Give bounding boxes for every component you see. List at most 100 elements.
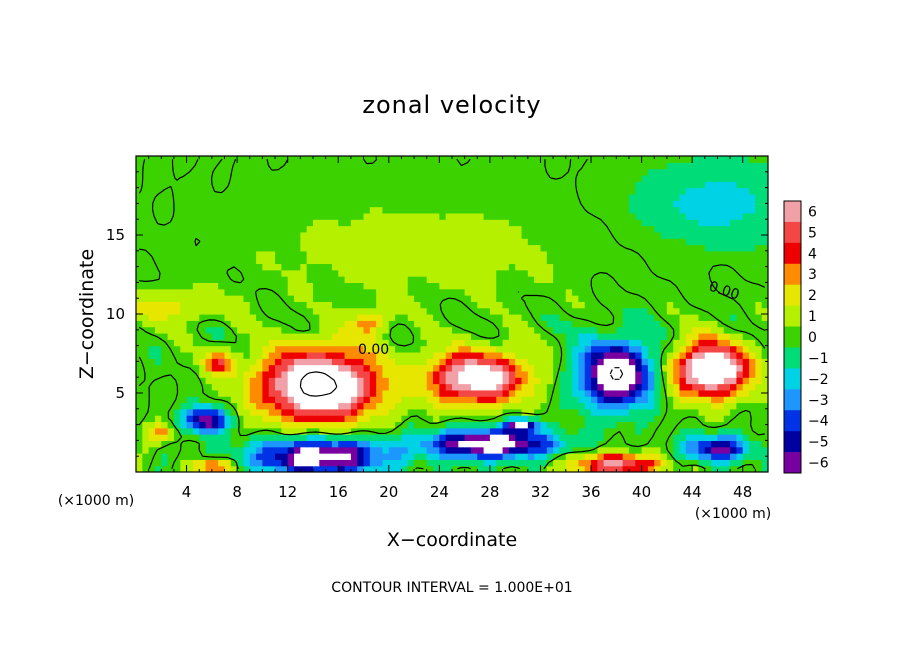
field-cell: [407, 156, 415, 163]
field-cell: [306, 446, 314, 454]
field-cell: [154, 168, 162, 176]
field-cell: [224, 383, 232, 391]
field-cell: [458, 314, 466, 321]
field-cell: [319, 206, 327, 214]
field-cell: [211, 200, 219, 208]
field-cell: [711, 326, 719, 334]
field-cell: [635, 276, 643, 283]
field-cell: [294, 200, 301, 208]
field-cell: [654, 200, 662, 208]
field-cell: [717, 269, 725, 277]
field-cell: [331, 263, 339, 271]
field-cell: [584, 434, 592, 441]
field-cell: [496, 156, 504, 163]
field-cell: [173, 307, 181, 315]
field-cell: [508, 187, 516, 195]
field-cell: [616, 307, 624, 315]
field-cell: [635, 465, 643, 472]
field-cell: [338, 282, 346, 290]
field-cell: [666, 427, 674, 435]
field-cell: [325, 377, 333, 385]
field-cell: [401, 389, 409, 397]
field-cell: [565, 162, 573, 170]
field-cell: [464, 193, 472, 201]
field-cell: [306, 358, 314, 366]
field-cell: [237, 339, 245, 347]
field-cell: [433, 465, 440, 472]
field-cell: [565, 301, 573, 309]
field-cell: [224, 238, 232, 246]
field-cell: [154, 389, 162, 397]
field-cell: [325, 225, 333, 233]
field-cell: [723, 168, 731, 176]
field-cell: [331, 339, 339, 347]
field-cell: [281, 219, 289, 227]
field-cell: [433, 396, 440, 404]
field-cell: [148, 408, 156, 416]
field-cell: [148, 231, 156, 239]
field-cell: [281, 326, 289, 334]
field-cell: [426, 339, 434, 347]
field-cell: [679, 168, 687, 176]
field-cell: [489, 200, 497, 208]
field-cell: [275, 250, 282, 258]
field-cell: [306, 200, 314, 208]
field-cell: [534, 453, 542, 460]
field-cell: [262, 212, 270, 220]
field-cell: [591, 263, 598, 271]
field-cell: [578, 288, 586, 296]
field-cell: [572, 231, 579, 239]
field-cell: [470, 282, 478, 290]
field-cell: [192, 345, 200, 353]
field-cell: [306, 257, 314, 265]
field-cell: [180, 339, 188, 347]
field-cell: [407, 307, 415, 315]
field-cell: [470, 231, 478, 239]
field-cell: [445, 408, 453, 416]
field-cell: [610, 421, 617, 429]
field-cell: [641, 370, 649, 378]
field-cell: [312, 446, 320, 454]
field-cell: [325, 174, 333, 182]
field-cell: [344, 219, 352, 227]
field-cell: [243, 459, 251, 467]
field-cell: [685, 276, 693, 283]
field-cell: [527, 370, 535, 378]
field-cell: [717, 244, 725, 252]
field-cell: [489, 238, 497, 246]
field-cell: [553, 263, 561, 271]
field-cell: [306, 231, 314, 239]
field-cell: [312, 181, 320, 189]
field-cell: [420, 219, 428, 227]
field-cell: [679, 231, 687, 239]
field-cell: [704, 263, 712, 271]
field-cell: [483, 206, 491, 214]
field-cell: [540, 231, 548, 239]
field-cell: [730, 453, 737, 460]
field-cell: [610, 295, 617, 302]
field-cell: [439, 402, 447, 410]
field-cell: [205, 389, 213, 397]
field-cell: [742, 370, 750, 378]
field-cell: [597, 358, 605, 366]
field-cell: [458, 389, 466, 397]
field-cell: [205, 370, 213, 378]
field-cell: [136, 206, 143, 214]
field-cell: [142, 370, 150, 378]
field-cell: [186, 314, 194, 321]
field-cell: [249, 358, 257, 366]
field-cell: [692, 402, 700, 410]
field-cell: [692, 421, 700, 429]
field-cell: [338, 314, 346, 321]
field-cell: [477, 351, 485, 359]
field-cell: [616, 465, 624, 472]
field-cell: [325, 193, 333, 201]
field-cell: [401, 276, 409, 283]
field-cell: [199, 377, 207, 385]
field-cell: [382, 370, 390, 378]
field-cell: [660, 396, 668, 404]
field-cell: [186, 421, 194, 429]
field-cell: [515, 307, 523, 315]
field-cell: [161, 402, 169, 410]
field-cell: [237, 156, 245, 163]
